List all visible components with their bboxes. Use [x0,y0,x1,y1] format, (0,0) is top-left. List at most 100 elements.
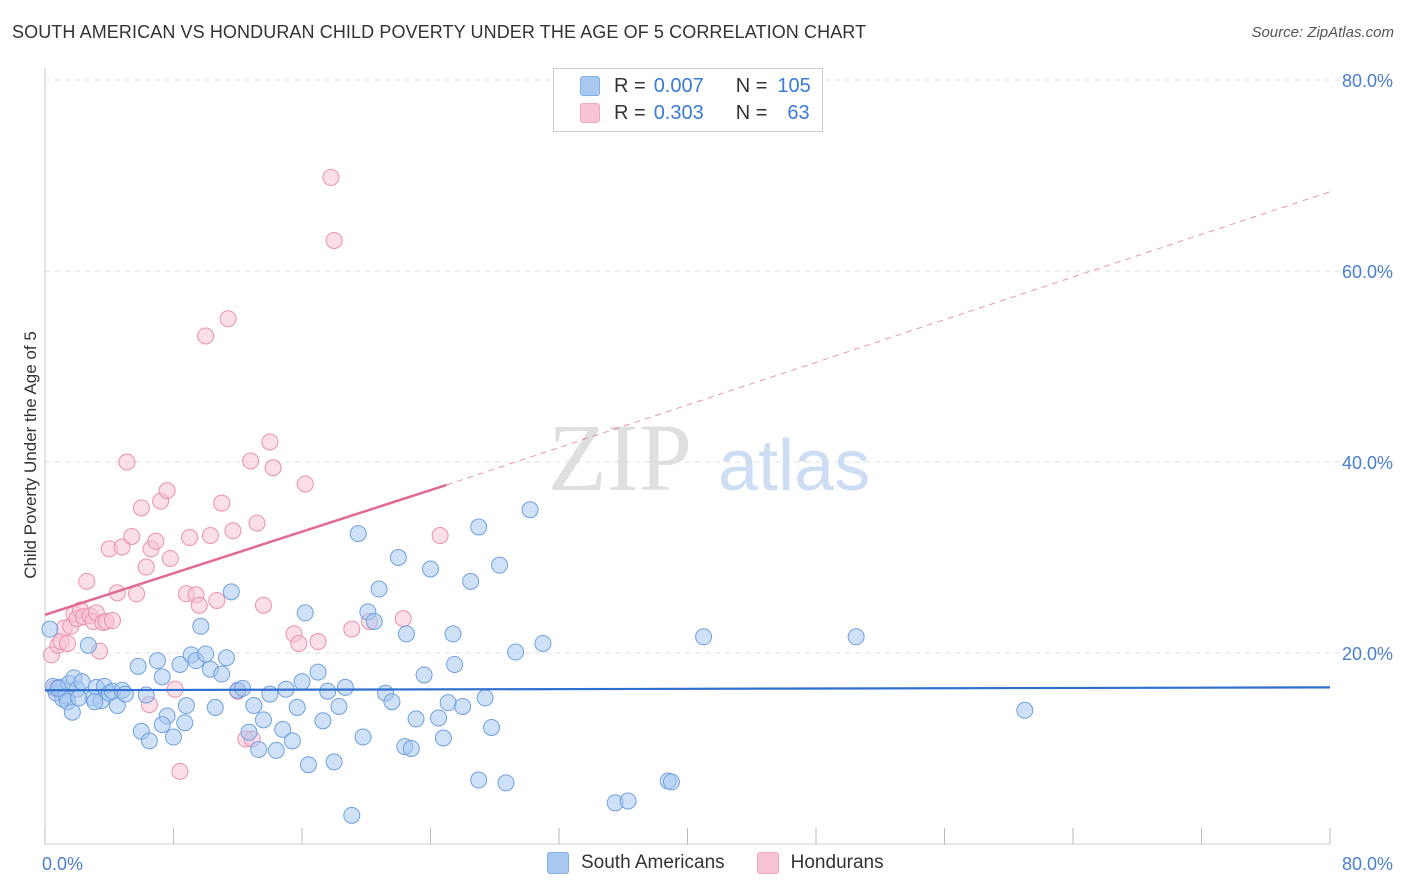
south-american-point [245,697,263,715]
south-american-point [314,712,332,730]
legend-n-value: 63 [787,101,810,124]
south-american-point [343,806,361,824]
south-american-point [444,625,462,643]
south-american-point [454,697,472,715]
south-american-point [389,549,407,566]
honduran-point [161,549,179,567]
honduran-point [242,452,260,470]
honduran-point [197,327,215,345]
honduran-point [254,596,272,614]
south-american-point [197,645,215,663]
south-american-point [319,682,337,700]
legend-row-hondurans: R = 0.303 N = 63 [580,100,810,126]
south-american-points [41,501,1034,824]
south-american-point [283,732,301,750]
south-american-point [86,693,104,711]
south-american-point [63,703,81,721]
x-tick-label: 0.0% [42,854,83,874]
south-american-point [470,771,488,789]
watermark-zip: ZIP [548,404,692,511]
south-american-point [507,643,525,661]
legend-n-label: N = [735,74,768,97]
south-american-point [288,698,306,716]
south-american-point [153,668,171,686]
honduran-point [264,459,282,477]
legend-row-south-americans: R = 0.007 N = 105 [580,73,811,99]
honduran-trend-line [44,483,447,616]
south-american-point [662,773,680,791]
legend-item-south-americans: South Americans [547,852,725,874]
south-american-point [483,718,501,736]
honduran-point [394,610,412,628]
south-american-point [222,583,240,601]
south-american-point [309,663,327,681]
chart-title: SOUTH AMERICAN VS HONDURAN CHILD POVERTY… [12,22,867,42]
y-tick-label: 60.0% [1342,262,1393,282]
south-american-point [365,612,383,630]
honduran-point [132,499,150,517]
south-american-point [261,685,279,703]
south-american-point [354,728,372,746]
legend-r-label: R = [614,74,646,97]
honduran-trend-extension [446,191,1331,486]
y-axis-label: Child Poverty Under the Age of 5 [21,331,40,579]
south-american-point [70,689,88,707]
honduran-point [322,168,340,186]
south-american-point [267,741,285,759]
south-american-point [49,679,67,697]
trend-lines [44,191,1331,692]
honduran-points [42,168,449,780]
south-american-point [206,698,224,716]
legend-n-value: 105 [777,74,811,97]
south-american-point [430,709,448,727]
legend-item-hondurans: Hondurans [756,852,884,874]
south-american-point [434,729,452,747]
south-american-point [439,694,457,712]
stats-legend: R = 0.007 N = 105 R = 0.303 N = 63 [553,68,823,132]
honduran-point [325,231,343,249]
honduran-point [78,572,96,590]
south-american-trend-line [44,686,1331,692]
honduran-point [248,514,266,532]
south-american-point [470,518,488,536]
south-american-point [407,710,425,728]
south-american-point [192,617,210,635]
honduran-point [261,433,279,451]
honduran-point [171,762,189,780]
south-american-point [176,714,194,732]
y-tick-label: 80.0% [1342,71,1393,91]
south-american-point [148,652,166,670]
south-american-point [140,732,158,750]
south-american-point [234,679,252,697]
south-american-point [462,572,480,590]
honduran-point [158,482,176,500]
south-american-point [79,636,97,654]
legend-r-label: R = [614,101,646,124]
south-american-point [250,740,268,758]
legend-swatch-blue [580,76,600,96]
honduran-point [219,310,237,328]
tick-labels: 20.0% 40.0% 60.0% 80.0% 0.0% 80.0% [42,71,1393,874]
south-american-point [397,625,415,643]
south-american-point [213,665,231,683]
honduran-point [208,591,226,609]
legend-label: South Americans [581,852,725,873]
axes [44,68,1331,845]
x-tick-label: 80.0% [1342,854,1393,874]
south-american-point [422,560,439,578]
south-american-point [370,580,388,598]
honduran-point [147,532,165,550]
honduran-point [309,633,327,651]
honduran-point [118,453,136,471]
honduran-point [290,634,308,652]
south-american-point [695,628,713,646]
south-american-point [383,693,401,711]
legend-r-value: 0.303 [653,101,704,124]
south-american-point [116,685,134,703]
south-american-point [330,697,348,715]
honduran-point [343,620,361,638]
south-american-point [402,740,420,757]
south-american-point [476,689,494,707]
south-american-point [325,753,343,771]
honduran-point [103,612,121,630]
